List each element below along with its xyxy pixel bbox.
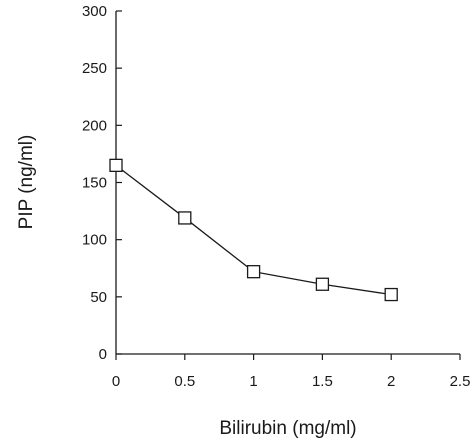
y-axis-label: PIP (ng/ml) xyxy=(16,135,37,230)
x-ticks: 0 0.5 1 1.5 2 2.5 xyxy=(112,354,471,390)
data-point-marker xyxy=(315,277,330,291)
y-tick-label: 50 xyxy=(90,289,107,306)
x-tick-label: 1 xyxy=(249,373,257,390)
plot-area: 0 50 100 150 200 250 300 0 0.5 1 1.5 2 2.5 xyxy=(82,3,470,390)
x-tick-label: 0 xyxy=(112,373,120,390)
y-tick-label: 100 xyxy=(82,232,107,249)
y-tick-label: 0 xyxy=(99,346,107,363)
y-tick-label: 250 xyxy=(82,60,107,77)
data-point-marker xyxy=(109,158,123,173)
data-point-marker xyxy=(246,265,261,279)
data-point-marker xyxy=(384,287,398,302)
y-tick-label: 300 xyxy=(82,3,107,20)
x-tick-label: 2.5 xyxy=(450,373,471,390)
x-axis-label: Bilirubin (mg/ml) xyxy=(219,418,356,439)
y-tick-label: 200 xyxy=(82,117,107,134)
x-tick-label: 0.5 xyxy=(174,373,195,390)
data-point-marker xyxy=(178,211,192,225)
x-tick-label: 1.5 xyxy=(312,373,333,390)
x-tick-label: 2 xyxy=(387,373,395,390)
series-layer xyxy=(109,158,398,302)
y-tick-label: 150 xyxy=(82,175,107,192)
y-ticks: 0 50 100 150 200 250 300 xyxy=(82,3,122,363)
